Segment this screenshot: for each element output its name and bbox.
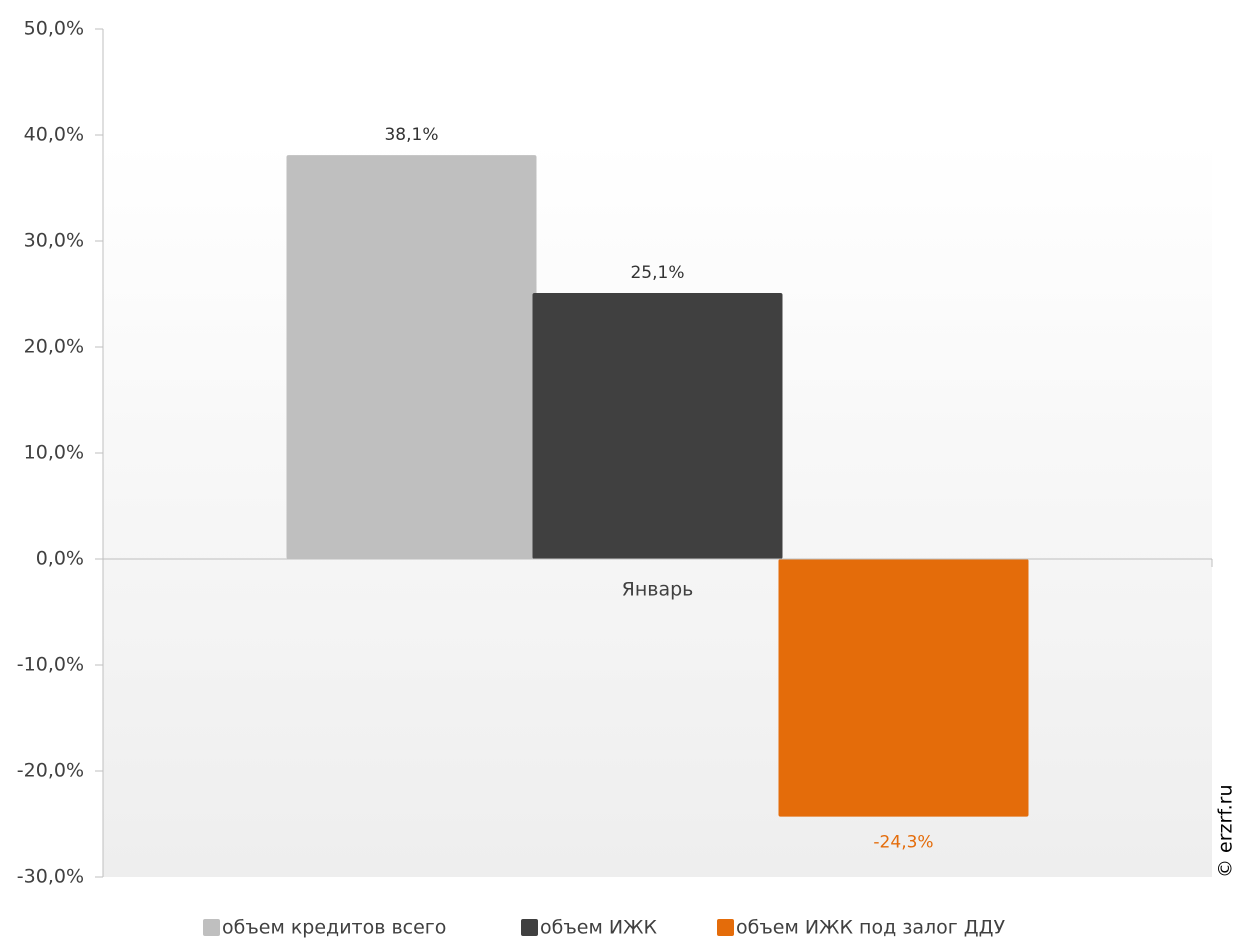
x-tick-label: Январь <box>622 579 694 601</box>
y-tick-label: 10,0% <box>24 442 84 464</box>
bar <box>778 559 1029 817</box>
y-tick-label: -20,0% <box>17 760 84 782</box>
watermark: © erzrf.ru <box>1215 784 1234 878</box>
y-tick-label: 50,0% <box>24 18 84 40</box>
legend-swatch <box>717 919 734 936</box>
data-label: 25,1% <box>630 263 684 283</box>
legend-swatch <box>521 919 538 936</box>
bar <box>532 292 783 559</box>
y-tick-label: -10,0% <box>17 654 84 676</box>
y-tick-label: -30,0% <box>17 866 84 888</box>
legend-label: объем ИЖК под залог ДДУ <box>736 917 1005 938</box>
legend-label: объем кредитов всего <box>222 917 446 938</box>
data-label: 38,1% <box>384 125 438 145</box>
bar <box>286 155 537 559</box>
legend-swatch <box>203 919 220 936</box>
legend-label: объем ИЖК <box>540 917 658 938</box>
y-tick-label: 40,0% <box>24 124 84 146</box>
y-tick-label: 20,0% <box>24 336 84 358</box>
y-tick-label: 30,0% <box>24 230 84 252</box>
y-tick-label: 0,0% <box>36 548 84 570</box>
data-label: -24,3% <box>873 833 933 853</box>
